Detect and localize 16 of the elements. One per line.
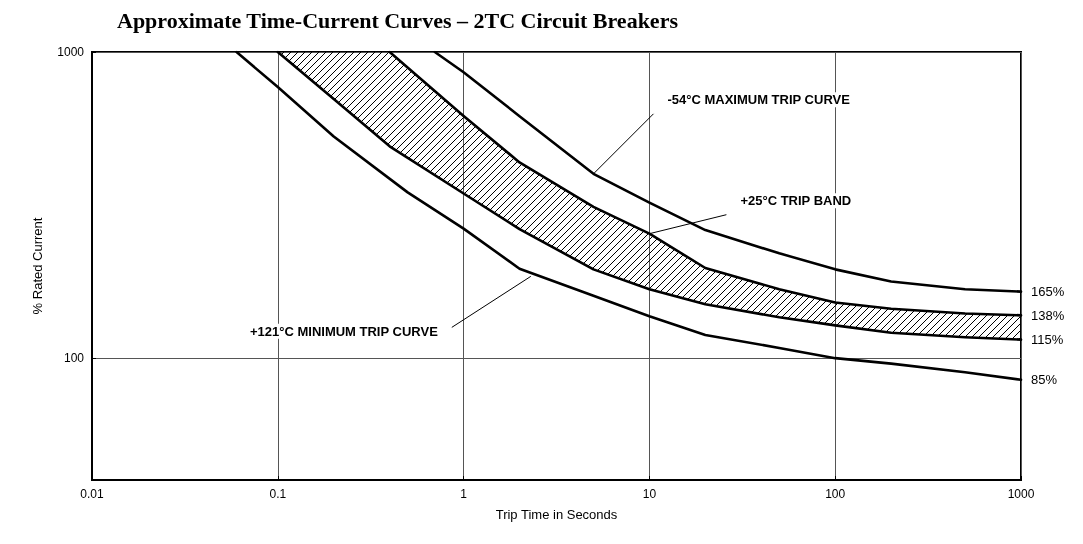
annotation: 165%	[1031, 284, 1065, 300]
chart-title: Approximate Time-Current Curves – 2TC Circuit Breakers	[117, 7, 679, 33]
annotation: 85%	[1031, 372, 1058, 388]
x-tick-label: 1000	[1007, 487, 1035, 501]
annotation: -54°C MAXIMUM TRIP CURVE	[667, 92, 851, 108]
x-tick-label: 1	[460, 487, 468, 501]
x-tick-label: 100	[825, 487, 846, 501]
x-tick-label: 0.1	[269, 487, 287, 501]
y-axis-title: % Rated Current	[30, 217, 45, 315]
annotation: 138%	[1031, 307, 1065, 323]
x-tick-label: 0.01	[80, 487, 104, 501]
annotation: +25°C TRIP BAND	[740, 193, 852, 209]
x-axis-title: Trip Time in Seconds	[495, 507, 618, 522]
annotation: +121°C MINIMUM TRIP CURVE	[249, 323, 439, 339]
annotation: 115%	[1031, 332, 1064, 348]
x-tick-label: 10	[642, 487, 657, 501]
